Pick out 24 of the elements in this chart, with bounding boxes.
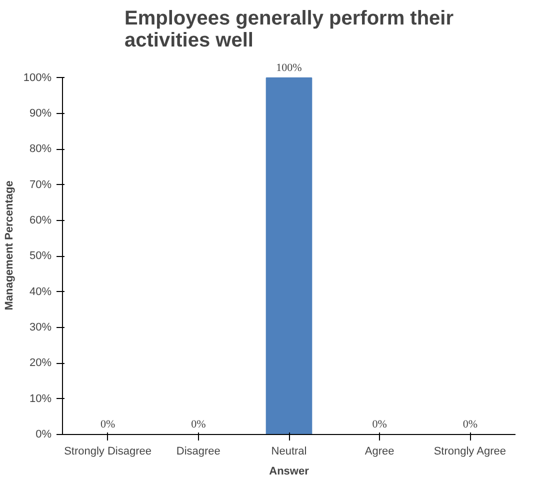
y-tick-label: 90% bbox=[29, 108, 52, 120]
y-tick-label: 40% bbox=[29, 286, 52, 298]
y-tick-label: 80% bbox=[29, 143, 52, 156]
y-tick-label: 50% bbox=[29, 250, 52, 262]
x-tick-label: Neutral bbox=[271, 446, 307, 458]
y-tick-label: 30% bbox=[29, 322, 52, 334]
chart-title: Employees generally perform their activities well bbox=[124, 8, 454, 52]
y-tick-label: 60% bbox=[29, 214, 52, 227]
x-tick-label: Disagree bbox=[176, 446, 220, 458]
data-label: 0% bbox=[462, 418, 478, 430]
y-tick-label: 100% bbox=[23, 72, 52, 84]
x-axis-title: Answer bbox=[269, 466, 310, 478]
y-axis-title: Management Percentage bbox=[3, 180, 16, 310]
x-tick-label: Agree bbox=[364, 446, 394, 458]
data-label: 0% bbox=[191, 418, 206, 430]
data-label: 100% bbox=[276, 62, 302, 74]
x-tick-label: Strongly Disagree bbox=[64, 446, 152, 458]
y-tick-label: 0% bbox=[36, 428, 52, 440]
y-tick-label: 10% bbox=[29, 392, 52, 405]
y-tick-label: 70% bbox=[29, 178, 52, 191]
data-label: 0% bbox=[100, 418, 116, 430]
x-tick-label: Strongly Agree bbox=[434, 446, 506, 458]
y-tick-label: 20% bbox=[29, 357, 52, 370]
data-label: 0% bbox=[372, 418, 387, 430]
